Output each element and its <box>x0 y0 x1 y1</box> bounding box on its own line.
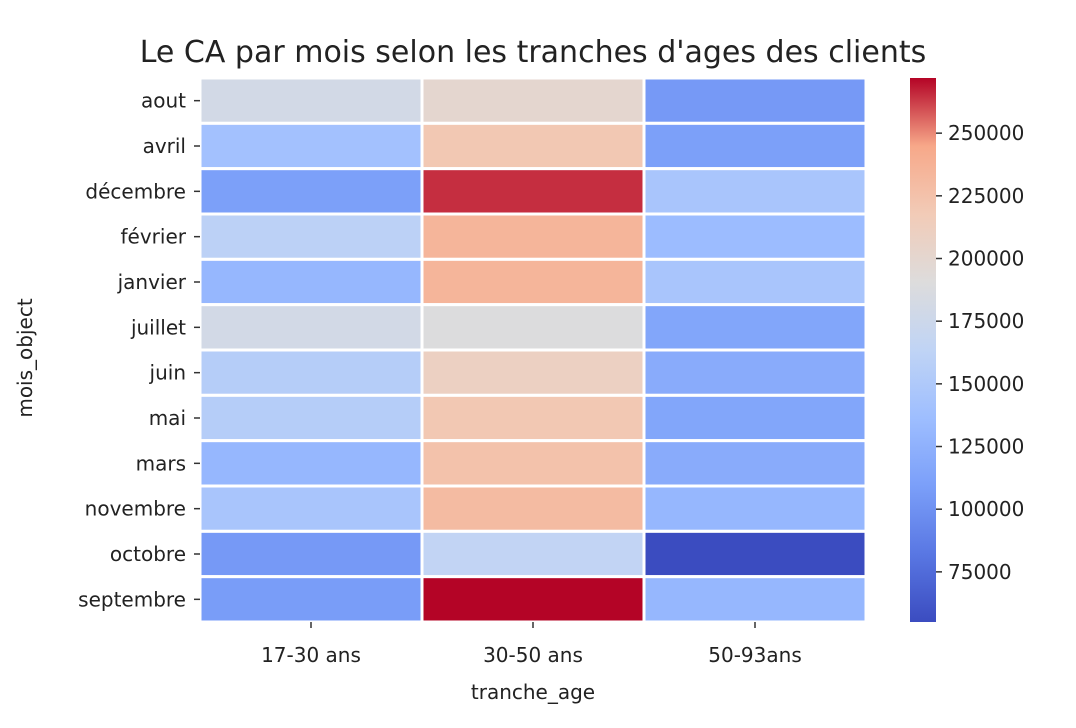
y-tick-label: février <box>121 225 187 249</box>
colorbar-tick-label: 225000 <box>948 184 1024 208</box>
x-tick-label: 50-93ans <box>708 643 801 667</box>
heatmap-cells <box>198 76 868 624</box>
colorbar-tick-label: 75000 <box>948 560 1012 584</box>
y-tick-label: avril <box>143 134 186 158</box>
heatmap-cell <box>198 529 424 579</box>
heatmap-cell <box>420 484 646 533</box>
heatmap-cell <box>420 529 646 579</box>
y-tick-labels: aout avril décembre février janvier juillet ju… <box>78 89 200 611</box>
heatmap-cell <box>642 121 868 171</box>
heatmap-cell <box>642 167 868 216</box>
heatmap-cell <box>420 167 646 216</box>
heatmap-cell <box>642 393 868 443</box>
y-tick-label: juillet <box>130 315 186 339</box>
heatmap-cell <box>198 348 424 397</box>
x-tick-label: 17-30 ans <box>261 643 361 667</box>
y-tick-label: octobre <box>110 542 186 566</box>
colorbar-ticks: 75000 100000 125000 150000 175000 200000 22500… <box>936 121 1024 584</box>
y-tick-label: mars <box>136 451 186 475</box>
colorbar <box>910 78 936 622</box>
y-tick-label: aout <box>141 89 186 113</box>
heatmap-cell <box>642 484 868 533</box>
heatmap-cell <box>420 393 646 443</box>
heatmap-cell <box>198 212 424 261</box>
heatmap-cell <box>420 575 646 624</box>
heatmap-cell <box>198 484 424 533</box>
x-axis-label: tranche_age <box>471 680 595 704</box>
heatmap-cell <box>198 439 424 488</box>
heatmap-cell <box>420 212 646 261</box>
heatmap-cell <box>198 303 424 352</box>
chart-title: Le CA par mois selon les tranches d'ages… <box>140 35 927 70</box>
heatmap-cell <box>642 439 868 488</box>
y-tick-label: mai <box>149 406 186 430</box>
y-tick-label: décembre <box>85 179 186 203</box>
colorbar-tick-label: 125000 <box>948 435 1024 459</box>
colorbar-tick-label: 200000 <box>948 246 1024 270</box>
heatmap-cell <box>198 76 424 125</box>
y-axis-label: mois_object <box>13 298 37 417</box>
heatmap-cell <box>642 303 868 352</box>
heatmap-cell <box>198 257 424 307</box>
heatmap-cell <box>198 575 424 624</box>
colorbar-tick-label: 175000 <box>948 309 1024 333</box>
heatmap-cell <box>642 575 868 624</box>
heatmap-cell <box>198 121 424 171</box>
heatmap-cell <box>642 76 868 125</box>
heatmap-cell <box>420 257 646 307</box>
y-tick-label: janvier <box>117 270 187 294</box>
x-tick-labels: 17-30 ans 30-50 ans 50-93ans <box>261 622 802 667</box>
colorbar-tick-label: 150000 <box>948 372 1024 396</box>
heatmap-cell <box>198 393 424 443</box>
heatmap-cell <box>420 121 646 171</box>
colorbar-tick-label: 250000 <box>948 121 1024 145</box>
heatmap-cell <box>420 348 646 397</box>
heatmap-cell <box>420 439 646 488</box>
heatmap-cell <box>420 76 646 125</box>
colorbar-tick-label: 100000 <box>948 497 1024 521</box>
y-tick-label: novembre <box>85 497 186 521</box>
heatmap-cell <box>642 348 868 397</box>
heatmap-cell <box>198 167 424 216</box>
heatmap-cell <box>642 212 868 261</box>
heatmap-cell <box>642 257 868 307</box>
x-tick-label: 30-50 ans <box>483 643 583 667</box>
heatmap-cell <box>642 529 868 579</box>
y-tick-label: juin <box>149 361 186 385</box>
heatmap-cell <box>420 303 646 352</box>
y-tick-label: septembre <box>78 587 186 611</box>
